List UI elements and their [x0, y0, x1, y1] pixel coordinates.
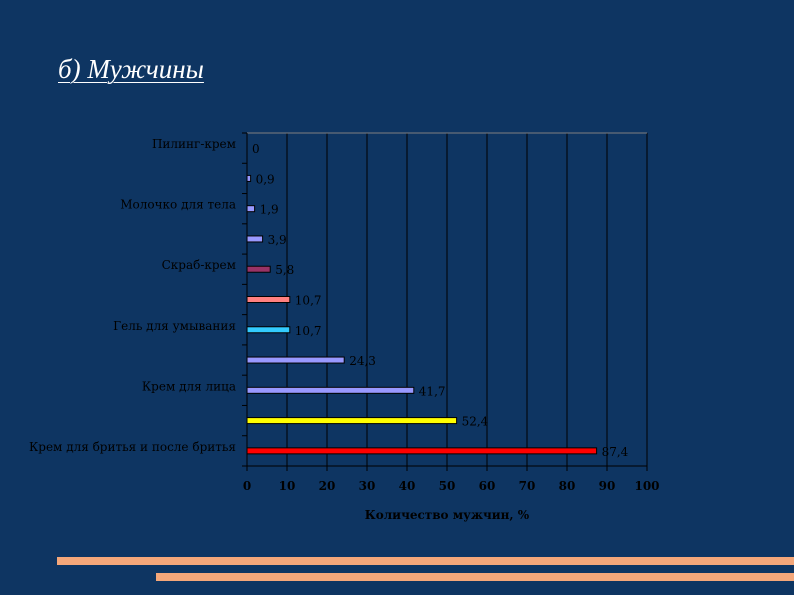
data-label: 1,9 [260, 203, 279, 217]
x-axis-title: Количество мужчин, % [365, 508, 530, 522]
grid-layer [247, 132, 648, 466]
data-label: 87,4 [602, 445, 629, 459]
bar [246, 417, 458, 425]
data-label: 52,4 [462, 415, 489, 429]
decorative-stripe-upper [57, 557, 794, 565]
category-label: Пилинг-крем [152, 137, 236, 151]
bar [246, 447, 598, 455]
bar [246, 386, 415, 394]
labels-layer: 87,4 52,4 41,7 24,3 10,7 10,7 5,8 3,9 1,9 0,9 0 Кре… [29, 137, 660, 493]
data-label: 5,8 [275, 263, 294, 277]
category-label: Гель для умывания [113, 319, 236, 333]
x-tick-label: 20 [319, 479, 336, 493]
data-label: 0 [252, 142, 260, 156]
x-tick-label: 30 [359, 479, 376, 493]
data-label: 24,3 [349, 354, 376, 368]
bar [246, 356, 345, 364]
category-label: Скраб-крем [162, 258, 236, 272]
decorative-stripe-lower [156, 573, 794, 581]
data-label: 41,7 [419, 384, 446, 398]
bars-layer [246, 174, 598, 455]
category-label: Крем для бритья и после бритья [29, 440, 236, 454]
bar [246, 205, 256, 213]
x-tick-label: 60 [479, 479, 496, 493]
bar [246, 174, 252, 182]
x-tick-label: 80 [559, 479, 576, 493]
x-tick-label: 0 [243, 479, 251, 493]
data-label: 3,9 [268, 233, 287, 247]
data-label: 10,7 [295, 324, 322, 338]
bar [246, 296, 291, 303]
x-tick-label: 70 [519, 479, 536, 493]
category-label: Молочко для тела [120, 198, 236, 212]
x-tick-label: 50 [439, 479, 456, 493]
axis-layer [242, 132, 648, 471]
data-label: 10,7 [295, 294, 322, 308]
x-tick-label: 10 [279, 479, 296, 493]
x-tick-label: 40 [399, 479, 416, 493]
slide-title: б) Мужчины [58, 54, 204, 84]
x-tick-label: 90 [599, 479, 616, 493]
category-label: Крем для лица [142, 379, 236, 393]
bar [246, 326, 291, 334]
data-label: 0,9 [256, 172, 275, 186]
bar [246, 235, 264, 243]
x-tick-label: 100 [634, 479, 659, 493]
bar [246, 265, 271, 273]
